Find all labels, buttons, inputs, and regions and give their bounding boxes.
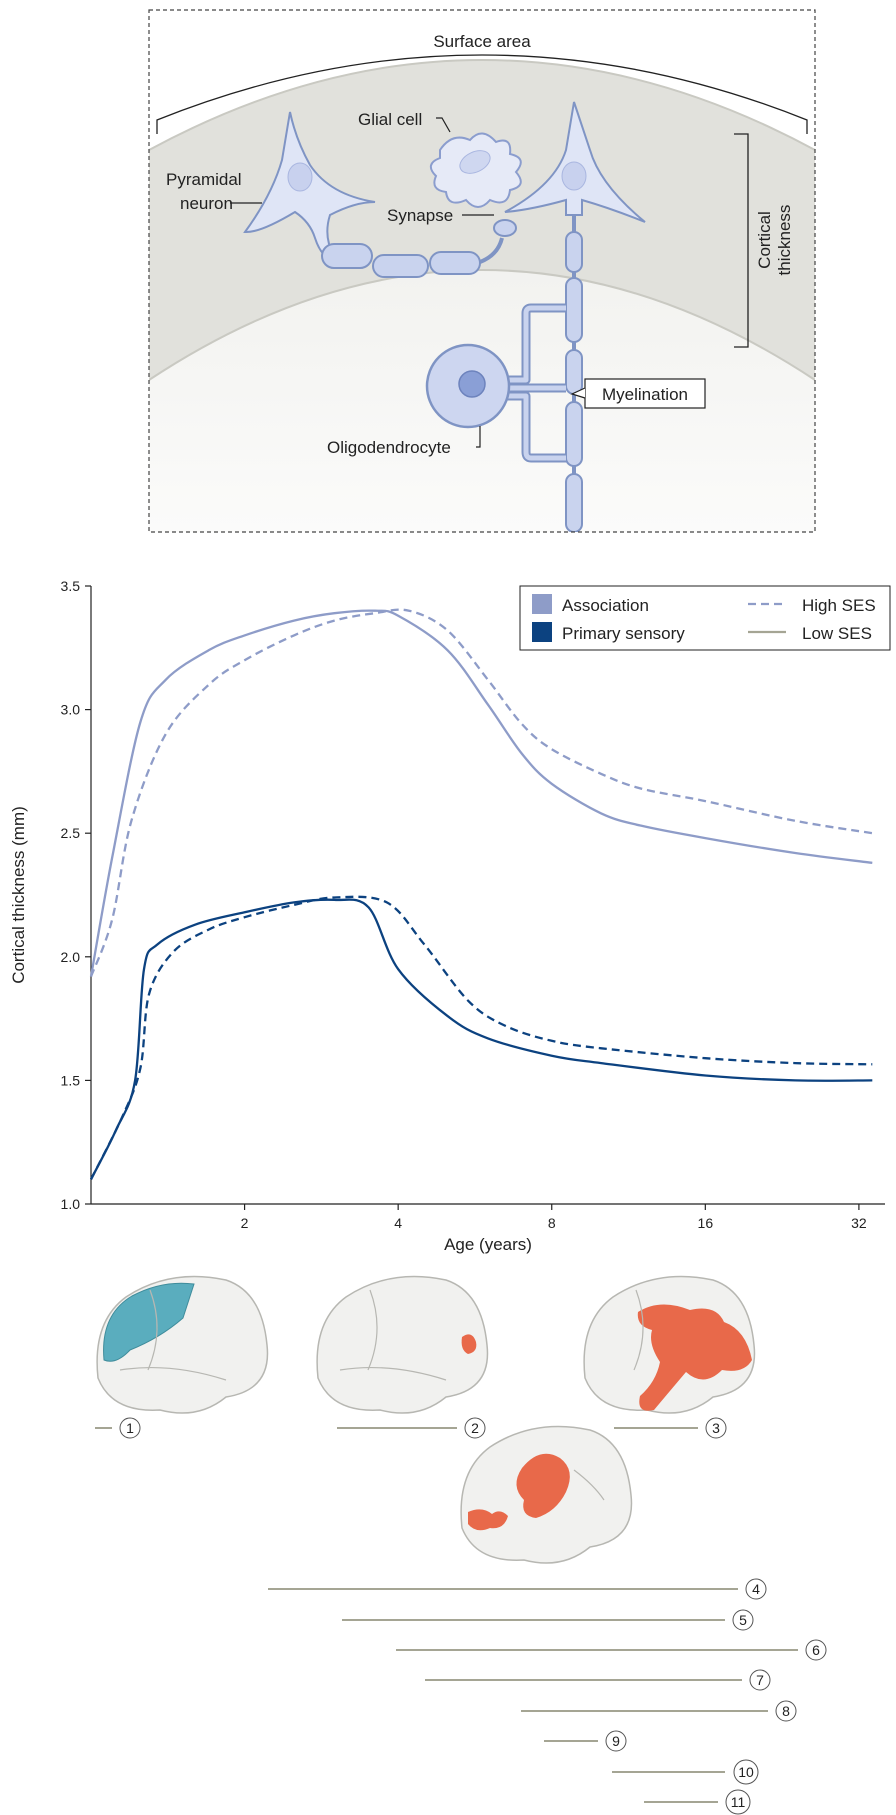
timeline-number-9: 9 [612,1733,620,1749]
myelin-segment [565,401,583,467]
glial-leader [436,117,451,133]
surface-area-bracket [156,54,808,134]
brain-illustration-4 [460,1425,633,1564]
series-line-primary-sensory-low-ses [89,898,873,1180]
timeline-marker-9 [605,1730,627,1752]
timeline-marker-7 [749,1669,771,1691]
timeline-marker-2 [464,1417,486,1439]
cortex-schematic: Surface area Cortical thickness Glial ce… [148,9,816,533]
y-tick-label: 1.0 [61,1196,81,1212]
series-line-association-low-ses [89,609,873,977]
glial-cell-label: Glial cell [358,110,422,129]
legend-swatch-primary-sensory [532,622,552,642]
timeline-number-8: 8 [782,1703,790,1719]
brain-illustration-3 [583,1275,756,1414]
y-tick-label: 2.5 [61,825,81,841]
oligodendrocyte [425,303,566,463]
brain-illustration-1 [96,1275,269,1414]
y-axis-ticks: 1.0 1.5 2.0 2.5 3.0 3.5 [61,578,91,1212]
timeline-marker-1 [119,1417,141,1439]
legend-label-low-ses: Low SES [802,624,872,643]
orange-region-highlight [468,1509,508,1531]
pyramidal-neuron-left [243,111,517,278]
series-line-association-high-ses [89,608,873,977]
y-tick-label: 1.5 [61,1072,81,1088]
axon-myelin [321,243,373,269]
brain-illustration-2 [316,1275,489,1414]
timeline-number-3: 3 [712,1420,720,1436]
timeline-number-2: 2 [471,1420,479,1436]
timeline-marker-10 [733,1759,759,1785]
pyramidal-neuron-right [504,101,646,223]
series-line-primary-sensory-high-ses [89,895,873,1180]
pial-surface [149,59,815,151]
timeline-marker-3 [705,1417,727,1439]
x-tick-label: 16 [698,1215,714,1231]
myelination-pointer [570,387,586,399]
cortical-label-line1: Cortical [755,211,774,269]
timeline-number-10: 10 [738,1764,754,1780]
y-tick-label: 3.0 [61,702,81,718]
oligodendrocyte-leader [476,426,481,448]
cortical-thickness-bracket [734,133,749,348]
pyramidal-label-line2: neuron [180,194,233,213]
myelination-box [584,378,706,409]
axon-myelin [372,254,429,278]
glial-nucleus [459,150,491,174]
timeline-marker-4 [745,1578,767,1600]
oligodendrocyte-nucleus [458,370,486,398]
x-tick-label: 2 [241,1215,249,1231]
myelin-segment [565,473,583,532]
timeline-number-4: 4 [752,1581,760,1597]
panel-frame [148,9,816,533]
legend-label-high-ses: High SES [802,596,876,615]
x-axis-ticks: 2 4 8 16 32 [241,1204,867,1231]
timeline-marker-8 [775,1700,797,1722]
y-tick-label: 2.0 [61,949,81,965]
timeline-number-1: 1 [126,1420,134,1436]
timeline-number-7: 7 [756,1672,764,1688]
orange-region-highlight [516,1453,570,1518]
x-tick-label: 4 [394,1215,402,1231]
timeline-number-5: 5 [739,1612,747,1628]
cortical-label-line2: thickness [775,205,794,276]
synapse-label: Synapse [387,206,453,225]
series-layer [89,608,873,1180]
myelin-segment [565,277,583,343]
timeline-marker-5 [732,1609,754,1631]
oligodendrocyte-label: Oligodendrocyte [327,438,451,457]
brain-timeline: 1 2 3 4 5 [95,1275,827,1815]
x-tick-label: 8 [548,1215,556,1231]
pyramidal-label-line1: Pyramidal [166,170,242,189]
x-tick-label: 32 [851,1215,867,1231]
y-tick-label: 3.5 [61,578,81,594]
legend-box [519,585,891,651]
chart-legend: Association Primary sensory High SES Low… [519,585,891,651]
timeline-number-6: 6 [812,1642,820,1658]
myelin-segment [565,349,583,395]
x-axis-title: Age (years) [444,1235,532,1254]
synapse-terminal [493,219,517,237]
teal-region-highlight [103,1282,195,1362]
y-axis-title: Cortical thickness (mm) [9,806,28,984]
myelination-label: Myelination [602,385,688,404]
legend-label-primary-sensory: Primary sensory [562,624,685,643]
myelin-segment [565,231,583,273]
legend-swatch-association [532,594,552,614]
legend-label-association: Association [562,596,649,615]
myelinated-axon [565,215,583,532]
timeline-marker-11 [725,1789,751,1815]
surface-area-label: Surface area [433,32,531,51]
thickness-chart: 1.0 1.5 2.0 2.5 3.0 3.5 2 4 8 16 32 Age (years) C… [9,578,891,1254]
axon-myelin [429,251,481,275]
timeline-number-11: 11 [731,1794,746,1810]
gray-white-boundary [149,269,815,381]
orange-region-highlight [637,1304,752,1411]
cortex-gray-matter [149,60,815,380]
timeline-marker-6 [805,1639,827,1661]
orange-region-highlight [461,1334,477,1354]
